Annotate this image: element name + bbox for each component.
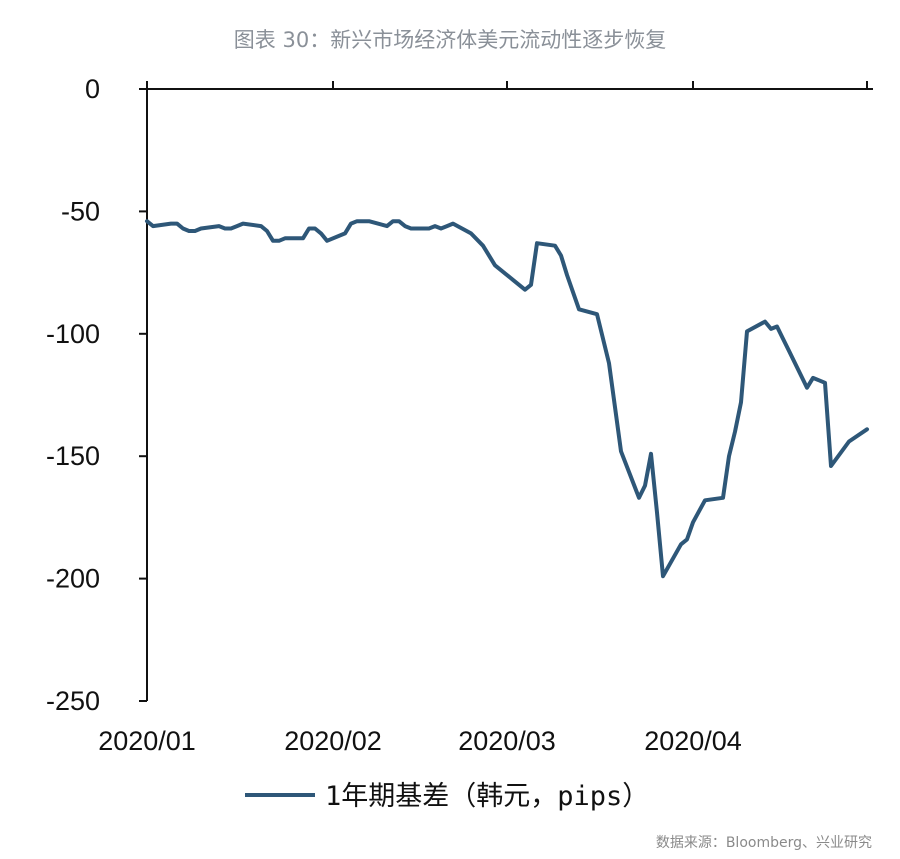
x-tick-label: 2020/01: [98, 726, 196, 756]
y-tick-label: -200: [46, 564, 100, 594]
plot-area: [145, 219, 869, 579]
x-tick-label: 2020/04: [644, 726, 742, 756]
legend-label: 1年期基差（韩元，pips）: [325, 781, 649, 812]
y-tick-label: -50: [61, 196, 100, 226]
x-axis: 2020/01 2020/02 2020/03 2020/04: [98, 81, 873, 756]
y-tick-label: 0: [85, 74, 100, 104]
series-line: [145, 219, 869, 579]
y-tick-label: -250: [46, 686, 100, 716]
legend: 1年期基差（韩元，pips）: [245, 781, 649, 812]
y-axis: 0 -50 -100 -150 -200 -250: [46, 74, 148, 716]
y-tick-label: -100: [46, 319, 100, 349]
source-note: 数据来源：Bloomberg、兴业研究: [655, 835, 872, 851]
x-tick-label: 2020/02: [284, 726, 382, 756]
y-tick-label: -150: [46, 441, 100, 471]
x-tick-label: 2020/03: [458, 726, 556, 756]
chart-title: 图表 30：新兴市场经济体美元流动性逐步恢复: [233, 28, 667, 52]
